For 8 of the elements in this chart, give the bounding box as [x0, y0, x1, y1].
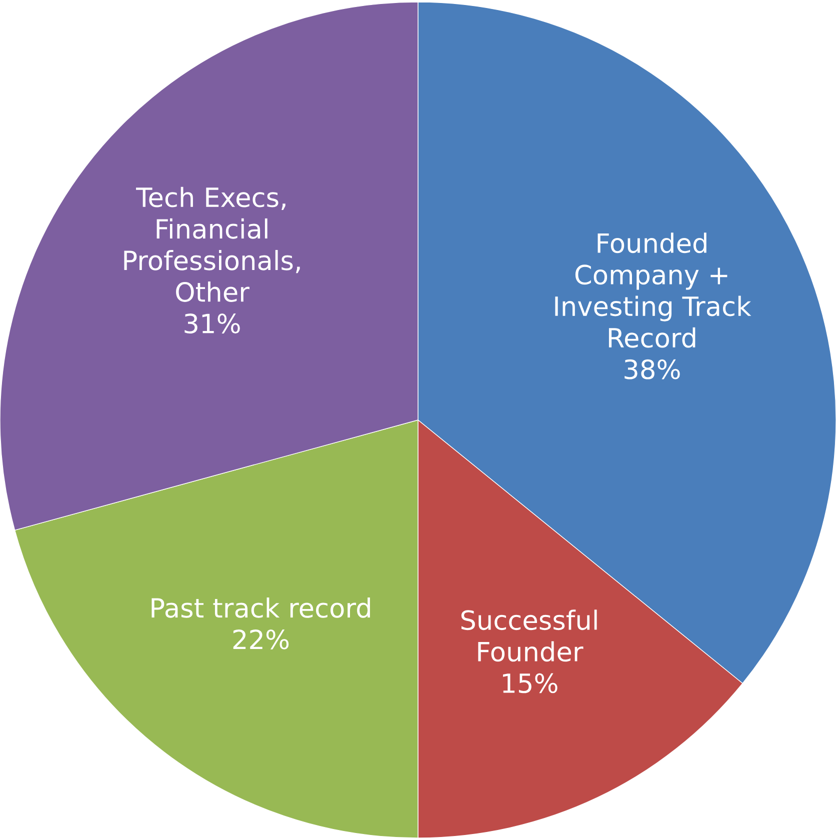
slice-label: Past track record	[152, 597, 370, 618]
data-label: 38%	[624, 359, 680, 380]
slice-label: Tech Execs, Financial Professionals, Other	[124, 186, 300, 302]
data-label: 15%	[503, 673, 558, 694]
slice-label: Founded Company + Investing Track Record	[555, 232, 752, 348]
data-label: 22%	[233, 629, 289, 650]
slice-label: Successful Founder	[461, 610, 597, 662]
data-label: 31%	[184, 314, 240, 334]
